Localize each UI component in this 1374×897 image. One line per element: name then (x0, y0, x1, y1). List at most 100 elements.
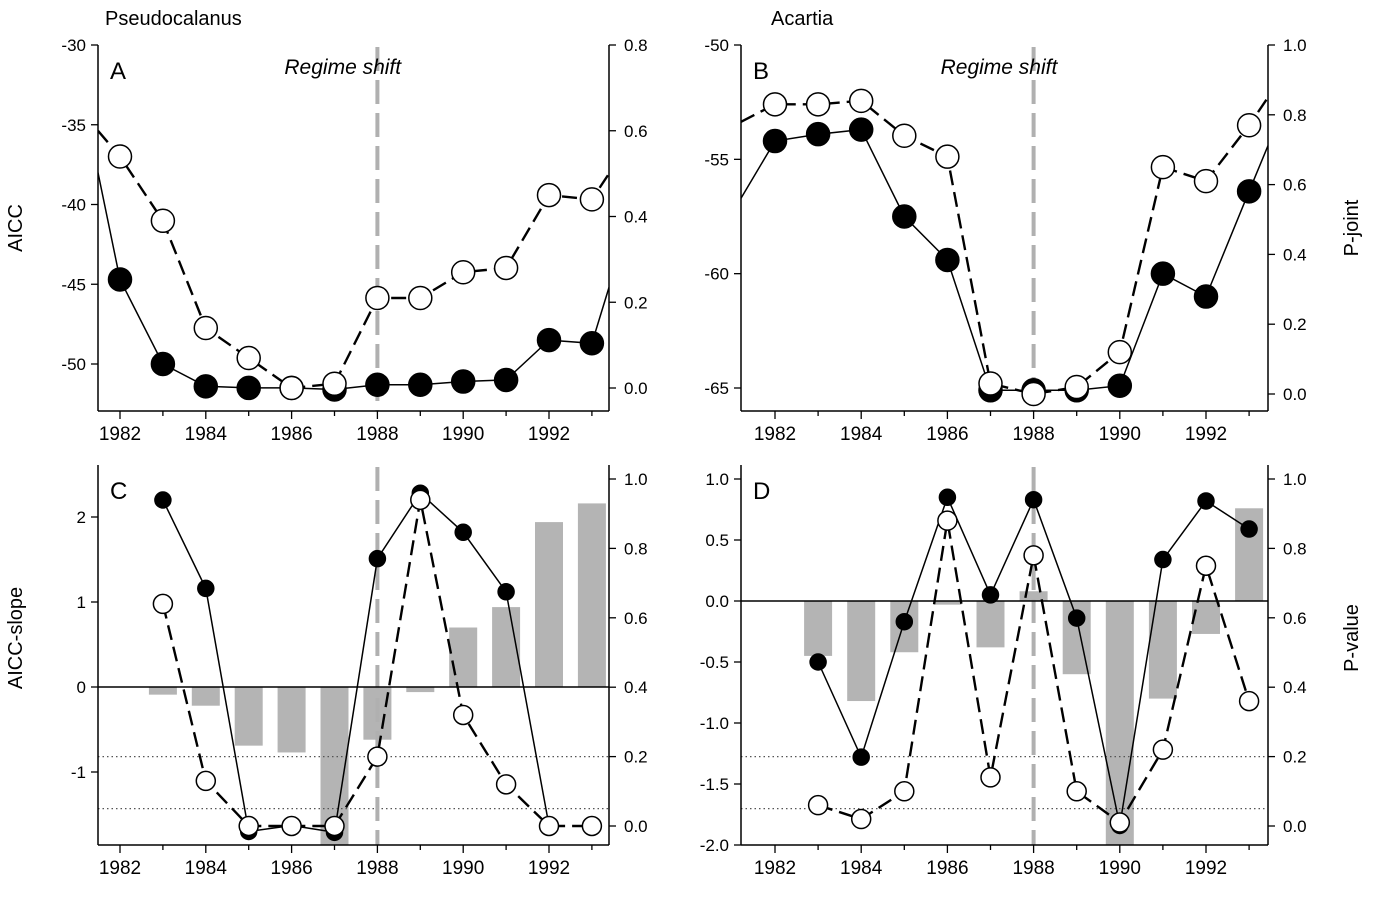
filled-marker (848, 117, 874, 142)
filled-marker (892, 204, 917, 229)
bar (449, 627, 478, 687)
filled-marker (193, 374, 219, 399)
open-marker (410, 489, 431, 511)
bar (933, 601, 962, 605)
filled-marker (895, 612, 914, 631)
bar (1192, 601, 1220, 634)
panel-label: C (110, 478, 127, 505)
right-tick-label: 1.0 (1283, 470, 1307, 489)
filled-marker (150, 351, 176, 377)
bar (847, 601, 876, 702)
filled-marker (368, 549, 387, 568)
left-tick-label: 2 (77, 508, 86, 527)
right-tick-label: 0.2 (624, 293, 648, 312)
left-tick-label: -55 (704, 150, 729, 169)
series-line-open (817, 520, 1251, 825)
x-tick-label: 1990 (442, 858, 484, 879)
x-tick-label: 1986 (270, 424, 312, 445)
left-tick-label: -65 (704, 379, 729, 398)
plot-area (98, 467, 609, 845)
open-marker (1021, 381, 1046, 407)
open-marker (324, 815, 345, 837)
x-tick-label: 1992 (528, 858, 570, 879)
filled-marker (365, 372, 390, 397)
bar (406, 687, 435, 693)
x-tick-label: 1990 (1099, 424, 1141, 445)
bar (976, 601, 1005, 648)
right-tick-label: 0.8 (624, 539, 648, 558)
x-tick-label: 1992 (528, 424, 570, 445)
right-tick-label: 0.6 (624, 609, 648, 628)
left-tick-label: -0.5 (700, 653, 729, 672)
left-tick-label: -40 (61, 196, 86, 215)
bar (804, 601, 833, 656)
bar (191, 687, 220, 706)
open-marker (452, 704, 474, 726)
right-tick-label: 0.2 (624, 748, 648, 767)
x-tick-label: 1982 (754, 424, 796, 445)
panel-b: -50 -55 -60 -65 0.0 0.2 0.4 0.6 0.8 1.0 1982 1984 19… (704, 8, 1363, 445)
x-tick-label: 1992 (1185, 858, 1227, 879)
bar (535, 522, 563, 687)
filled-marker (408, 372, 433, 397)
regime-shift-label: Regime shift (941, 56, 1059, 79)
open-marker (980, 767, 1001, 788)
filled-marker (1150, 261, 1176, 286)
open-marker (408, 285, 433, 311)
x-tick-label: 1986 (270, 858, 312, 879)
right-tick-label: 0.8 (624, 36, 648, 55)
open-marker (762, 92, 788, 117)
filled-marker (579, 331, 605, 356)
filled-marker (809, 653, 827, 671)
x-tick-label: 1986 (926, 858, 968, 879)
filled-marker (450, 369, 476, 394)
x-tick-label: 1988 (356, 424, 398, 445)
filled-marker (107, 267, 133, 292)
panel-label: D (753, 478, 770, 505)
right-tick-label: 0.0 (624, 379, 648, 398)
right-tick-label: 1.0 (1283, 36, 1307, 55)
open-marker (850, 808, 872, 830)
filled-marker (536, 327, 562, 353)
bar (277, 687, 306, 753)
filled-marker (981, 586, 1000, 604)
panel-c: 2 1 0 -1 0.0 0.2 0.4 0.6 0.8 1.0 1982 1984 1986 1988 1… (5, 465, 648, 879)
open-marker (1023, 545, 1044, 566)
left-tick-label: -45 (61, 275, 86, 294)
filled-marker (454, 523, 472, 542)
filled-marker (1154, 550, 1172, 569)
x-tick-label: 1986 (926, 424, 968, 445)
y-axis-title: AICC-slope (5, 587, 27, 689)
open-marker (281, 815, 302, 837)
right-tick-label: 0.4 (1283, 245, 1307, 264)
x-tick-label: 1990 (442, 424, 484, 445)
x-tick-label: 1982 (99, 424, 141, 445)
series-line-open (161, 499, 592, 828)
open-marker (236, 345, 261, 371)
panel-d: 1.0 0.5 0.0 -0.5 -1.0 -1.5 -2.0 0.0 0.2 0.4 0.6 0.8… (700, 465, 1363, 879)
filled-marker (1236, 179, 1262, 204)
open-marker (807, 794, 829, 816)
open-marker (1236, 113, 1262, 138)
bar (577, 503, 606, 687)
series-line-open (98, 130, 609, 390)
open-marker (495, 774, 517, 795)
right-tick-label: 0.8 (1283, 106, 1307, 125)
open-marker (493, 255, 519, 281)
x-tick-label: 1988 (1012, 424, 1054, 445)
series-line-filled (162, 492, 550, 834)
open-marker (279, 375, 304, 401)
filled-marker (1024, 490, 1043, 509)
open-marker (805, 92, 831, 117)
filled-marker (1197, 492, 1215, 510)
filled-marker (935, 247, 960, 273)
filled-marker (1240, 520, 1258, 538)
left-tick-label: 0.0 (705, 592, 729, 611)
open-marker (322, 371, 347, 396)
open-marker (978, 371, 1003, 396)
bar (492, 607, 521, 687)
open-marker (538, 815, 560, 837)
right-tick-label: 0.4 (1283, 678, 1307, 697)
